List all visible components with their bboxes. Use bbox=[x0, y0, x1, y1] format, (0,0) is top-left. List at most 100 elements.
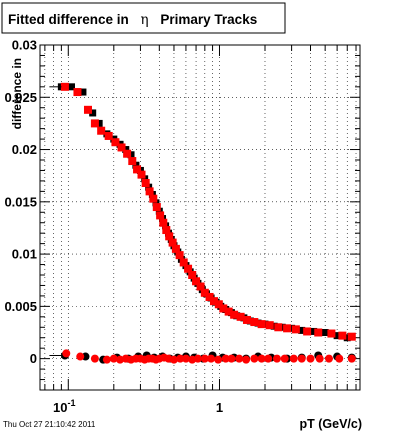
plot-frame bbox=[39, 44, 361, 391]
data-point-square bbox=[188, 271, 197, 279]
data-point-square bbox=[145, 187, 154, 196]
data-point-circle bbox=[242, 355, 251, 364]
data-point-square bbox=[288, 324, 296, 332]
data-point-circle bbox=[193, 354, 202, 363]
data-point-square bbox=[303, 327, 312, 336]
data-point-square bbox=[104, 131, 113, 140]
data-series bbox=[49, 82, 356, 364]
y-tick-label: 0.015 bbox=[4, 194, 37, 209]
data-point-circle bbox=[306, 354, 315, 363]
data-point-square bbox=[152, 199, 160, 207]
data-point-circle bbox=[315, 354, 324, 363]
x-tick-label: 1 bbox=[216, 400, 223, 415]
data-point-square bbox=[141, 179, 150, 187]
y-tick-label: 0.025 bbox=[4, 90, 37, 105]
data-point-circle bbox=[257, 354, 266, 363]
data-point-square bbox=[152, 203, 161, 212]
data-point-square bbox=[200, 288, 209, 297]
data-point-square bbox=[327, 329, 336, 338]
data-point-square bbox=[192, 277, 201, 286]
data-point-square bbox=[274, 323, 283, 332]
data-point-square bbox=[283, 324, 292, 333]
data-point-circle bbox=[264, 354, 273, 363]
data-point-circle bbox=[181, 354, 190, 363]
data-point-square bbox=[265, 321, 274, 330]
data-point-circle bbox=[169, 355, 178, 364]
axis-tick-labels: 0 0.005 0.01 0.015 0.02 0.025 0.03 10-1 1 bbox=[4, 38, 223, 416]
data-point-square bbox=[95, 119, 103, 127]
data-point-square bbox=[242, 315, 251, 324]
data-point-square bbox=[298, 326, 306, 334]
chart-title-symbol: η bbox=[141, 12, 149, 28]
data-point-square bbox=[205, 292, 214, 301]
data-point-circle bbox=[214, 355, 223, 364]
data-point-circle bbox=[297, 354, 306, 363]
data-point-circle bbox=[324, 354, 333, 363]
chart-title: Fitted difference in η Primary Tracks bbox=[1, 2, 286, 34]
data-point-circle bbox=[176, 354, 185, 363]
data-point-square bbox=[171, 244, 180, 253]
data-point-square bbox=[90, 119, 99, 128]
data-point-circle bbox=[280, 354, 289, 363]
data-point-square bbox=[97, 126, 106, 135]
data-point-square bbox=[179, 258, 188, 267]
data-point-circle bbox=[335, 354, 344, 363]
data-point-square bbox=[168, 238, 177, 247]
data-point-circle bbox=[76, 352, 85, 361]
data-point-square bbox=[83, 105, 92, 114]
data-point-square bbox=[162, 226, 171, 235]
data-point-square bbox=[333, 332, 341, 340]
series-1 bbox=[60, 82, 356, 341]
y-tick-label: 0 bbox=[30, 351, 37, 366]
data-point-square bbox=[165, 232, 174, 241]
data-point-square bbox=[214, 300, 223, 309]
data-point-square bbox=[236, 312, 245, 321]
timestamp-label: Thu Oct 27 21:10:42 2011 bbox=[3, 420, 96, 429]
x-axis-title: pT (GeV/c) bbox=[299, 417, 362, 431]
data-point-square bbox=[219, 304, 228, 313]
data-point-circle bbox=[289, 354, 298, 363]
data-point-square bbox=[137, 170, 146, 179]
data-point-square bbox=[210, 297, 219, 306]
data-point-circle bbox=[227, 354, 236, 363]
data-point-circle bbox=[62, 349, 71, 358]
data-point-square bbox=[224, 307, 233, 316]
data-point-square bbox=[155, 207, 163, 215]
data-point-circle bbox=[200, 354, 209, 363]
data-point-square bbox=[321, 329, 329, 336]
data-point-square bbox=[196, 282, 205, 291]
data-point-square bbox=[67, 83, 75, 91]
data-point-square bbox=[141, 175, 149, 183]
data-point-square bbox=[347, 332, 356, 341]
data-point-square bbox=[79, 88, 87, 96]
data-point-circle bbox=[90, 354, 99, 363]
data-point-square bbox=[122, 146, 130, 154]
axis-ticks bbox=[40, 44, 360, 391]
data-point-square bbox=[149, 194, 158, 203]
data-point-square bbox=[230, 310, 239, 319]
data-point-square bbox=[89, 109, 97, 117]
chart-title-suffix: Primary Tracks bbox=[160, 12, 257, 27]
data-point-circle bbox=[109, 354, 118, 363]
data-point-square bbox=[73, 88, 82, 97]
data-point-square bbox=[257, 320, 266, 329]
data-point-square bbox=[111, 138, 120, 147]
y-tick-label: 0.005 bbox=[4, 299, 37, 314]
data-point-square bbox=[145, 183, 153, 191]
data-point-circle bbox=[347, 354, 356, 363]
grid-lines bbox=[40, 44, 360, 390]
y-axis-title: difference in bbox=[10, 58, 24, 129]
data-point-circle bbox=[272, 354, 281, 363]
y-tick-label: 0.01 bbox=[12, 247, 37, 262]
data-point-circle bbox=[221, 354, 230, 363]
data-point-square bbox=[117, 143, 126, 152]
data-point-square bbox=[133, 165, 142, 174]
data-point-circle bbox=[207, 354, 216, 363]
data-point-square bbox=[159, 218, 168, 227]
data-point-square bbox=[310, 327, 318, 335]
data-point-square bbox=[175, 251, 184, 260]
chart-title-prefix: Fitted difference in bbox=[8, 12, 129, 27]
y-tick-label: 0.03 bbox=[12, 38, 37, 53]
data-point-circle bbox=[235, 354, 244, 363]
